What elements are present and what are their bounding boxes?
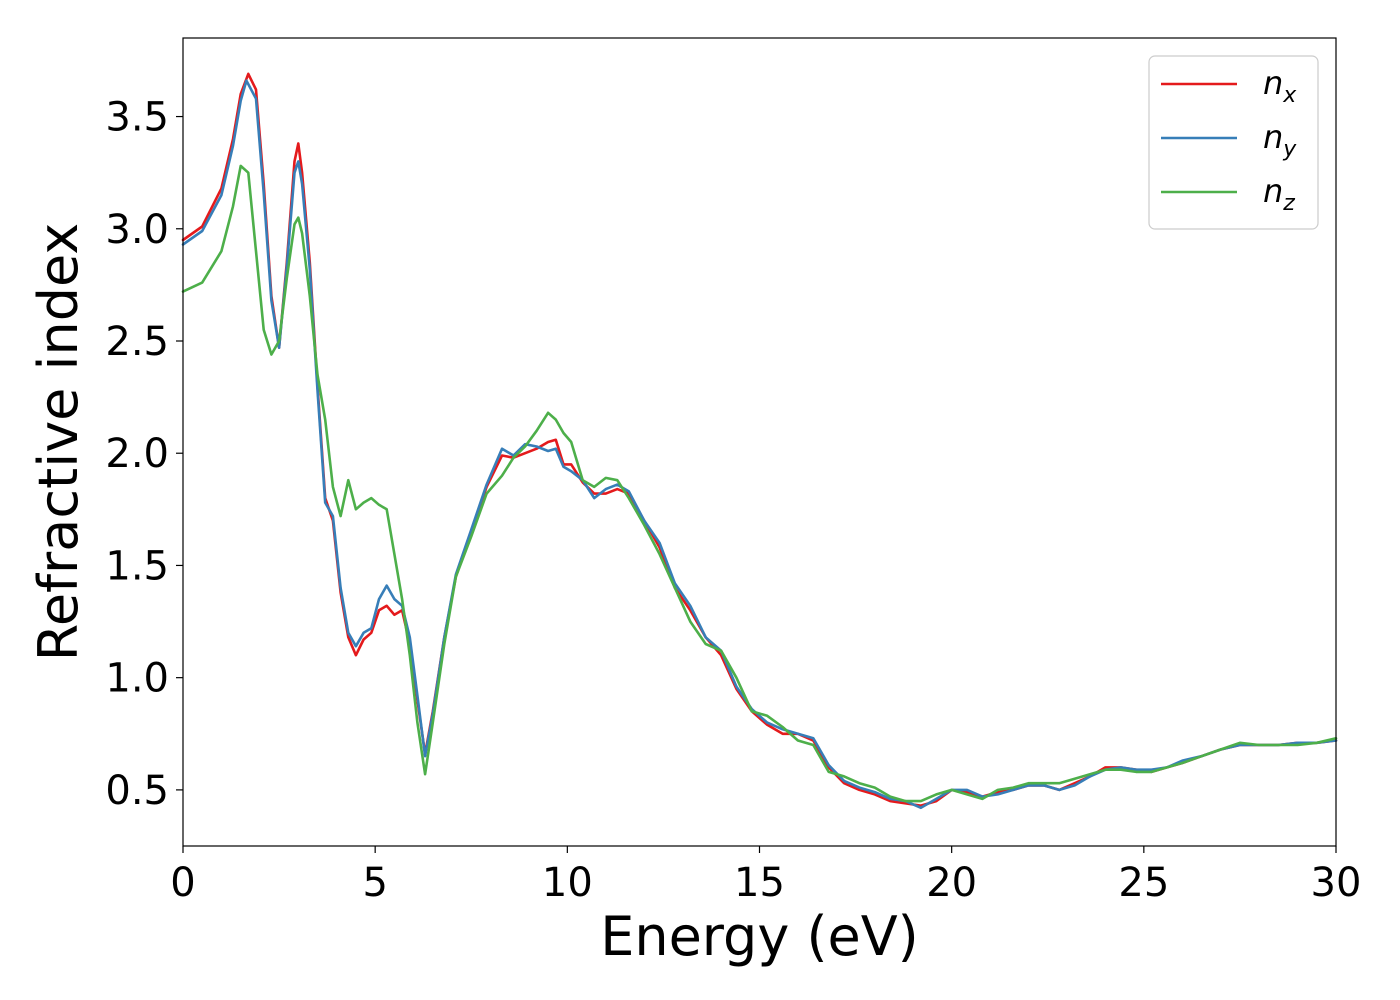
y-tick-label: 2.0 — [105, 431, 169, 477]
x-tick-label: 0 — [170, 860, 195, 906]
y-tick-label: 2.5 — [105, 319, 169, 365]
x-axis-title: Energy (eV) — [600, 905, 919, 968]
series-line-nz — [181, 164, 1338, 803]
y-tick-label: 1.0 — [105, 656, 169, 702]
series-line-ny — [181, 79, 1338, 810]
y-axis-title: Refractive index — [27, 223, 90, 662]
y-tick-label: 0.5 — [105, 768, 169, 814]
legend-box — [1148, 55, 1319, 230]
y-tick-label: 3.0 — [105, 207, 169, 253]
series-layer — [181, 72, 1338, 810]
y-axis: 0.5 1.0 1.5 2.0 2.5 3.0 3.5 — [105, 95, 183, 814]
x-tick-label: 10 — [542, 860, 593, 906]
x-tick-label: 20 — [926, 860, 977, 906]
x-tick-label: 15 — [734, 860, 785, 906]
y-tick-label: 1.5 — [105, 543, 169, 589]
x-tick-label: 30 — [1311, 860, 1362, 906]
y-tick-label: 3.5 — [105, 95, 169, 141]
x-axis: 0 5 10 15 20 25 30 — [170, 846, 1361, 906]
x-tick-label: 25 — [1118, 860, 1169, 906]
x-tick-label: 5 — [362, 860, 387, 906]
